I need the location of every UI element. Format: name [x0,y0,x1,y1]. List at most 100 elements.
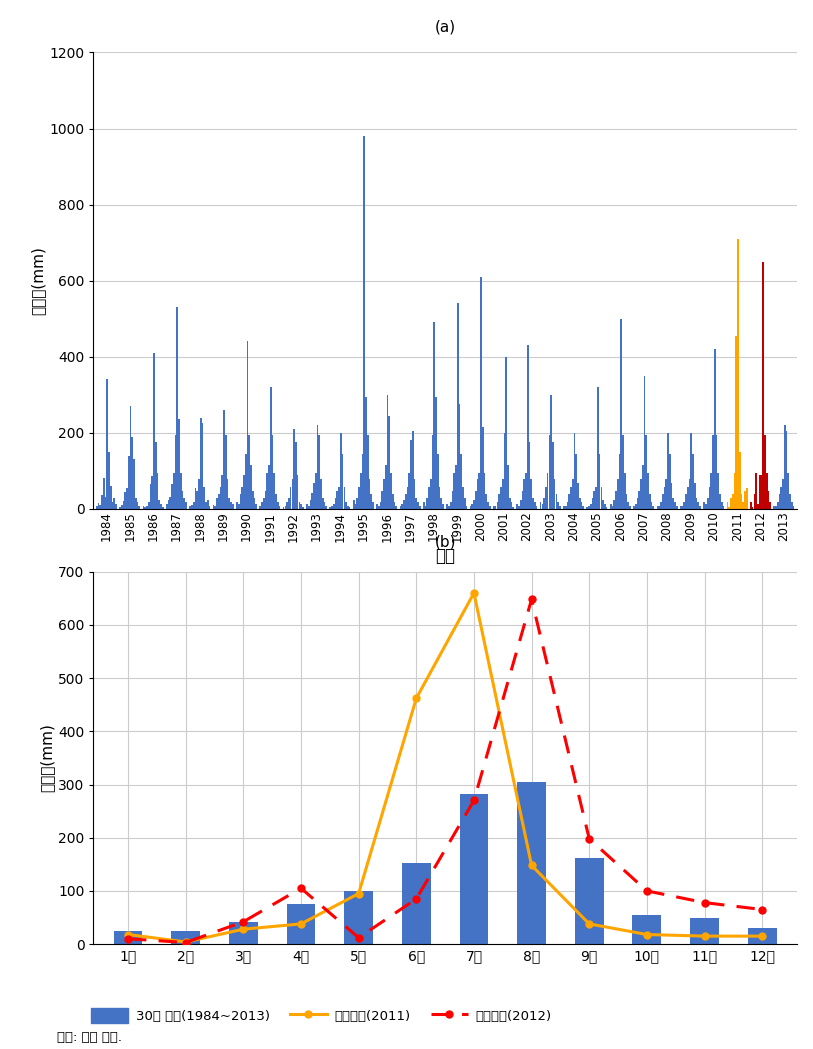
Bar [489,506,491,509]
Bar [502,479,503,509]
Bar [389,415,390,509]
Bar [533,498,534,509]
Bar [520,500,522,509]
Bar [746,488,748,509]
Bar [550,394,552,509]
Bar [252,491,254,509]
Bar [530,479,533,509]
Bar [340,432,341,509]
Bar [757,505,759,509]
Bar [592,498,593,509]
Bar [424,506,426,509]
Bar [466,506,467,509]
Bar [159,500,160,509]
Bar [715,434,717,509]
Bar [601,487,602,509]
Bar [433,322,435,509]
Bar [220,487,221,509]
Bar [593,491,595,509]
Bar [534,501,536,509]
Bar [624,473,625,509]
Bar [455,465,457,509]
Bar [503,432,505,509]
Bar [766,473,767,509]
Bar [484,473,485,509]
Bar [580,501,582,509]
Bar [344,891,373,944]
Bar [216,498,218,509]
Bar [184,498,185,509]
Bar [415,498,417,509]
Bar [383,479,385,509]
Bar [470,506,472,509]
Bar [554,479,555,509]
Bar [419,506,420,509]
Bar [145,507,146,509]
Bar [138,506,140,509]
Bar [200,418,202,509]
Bar [687,487,689,509]
Bar [727,501,728,509]
Bar [703,501,705,509]
Bar [528,443,530,509]
Bar [617,479,619,509]
Bar [663,487,665,509]
Bar [785,431,787,509]
Bar [298,501,300,509]
Bar [764,434,766,509]
Bar [579,498,580,509]
Bar [699,507,701,509]
Bar [133,459,135,509]
Bar [619,453,620,509]
Bar [405,494,406,509]
Bar [344,487,346,509]
Bar [215,507,216,509]
Bar [353,500,354,509]
Bar [711,473,712,509]
Bar [255,505,257,509]
Bar [759,475,760,509]
Bar [128,455,130,509]
Bar [606,508,607,509]
Bar [341,453,343,509]
Bar [349,508,350,509]
Bar [408,473,410,509]
Bar [582,506,584,509]
Bar [265,491,267,509]
Bar [598,453,601,509]
Bar [782,479,784,509]
Bar [473,500,475,509]
Bar [198,479,200,509]
Bar [368,479,371,509]
Bar [153,352,154,509]
Bar [789,494,791,509]
Bar [209,506,211,509]
Bar [769,501,771,509]
Bar [320,479,322,509]
Bar [319,434,320,509]
Bar [130,406,132,509]
Bar [640,479,642,509]
Bar [450,501,451,509]
Bar [646,434,647,509]
Bar [432,434,433,509]
Bar [482,427,484,509]
Bar [393,501,395,509]
Bar [160,505,162,509]
Bar [611,506,613,509]
Bar [316,425,319,509]
Bar [506,357,507,509]
Bar [194,488,196,509]
Bar [462,487,463,509]
Bar [435,397,437,509]
Bar [476,479,478,509]
Bar [590,505,592,509]
Y-axis label: 강수량(mm): 강수량(mm) [39,724,54,792]
Bar [259,506,261,509]
Bar [667,432,669,509]
Bar [653,506,654,509]
Bar [310,500,311,509]
Bar [563,506,565,509]
Bar [167,500,169,509]
Bar [365,397,367,509]
